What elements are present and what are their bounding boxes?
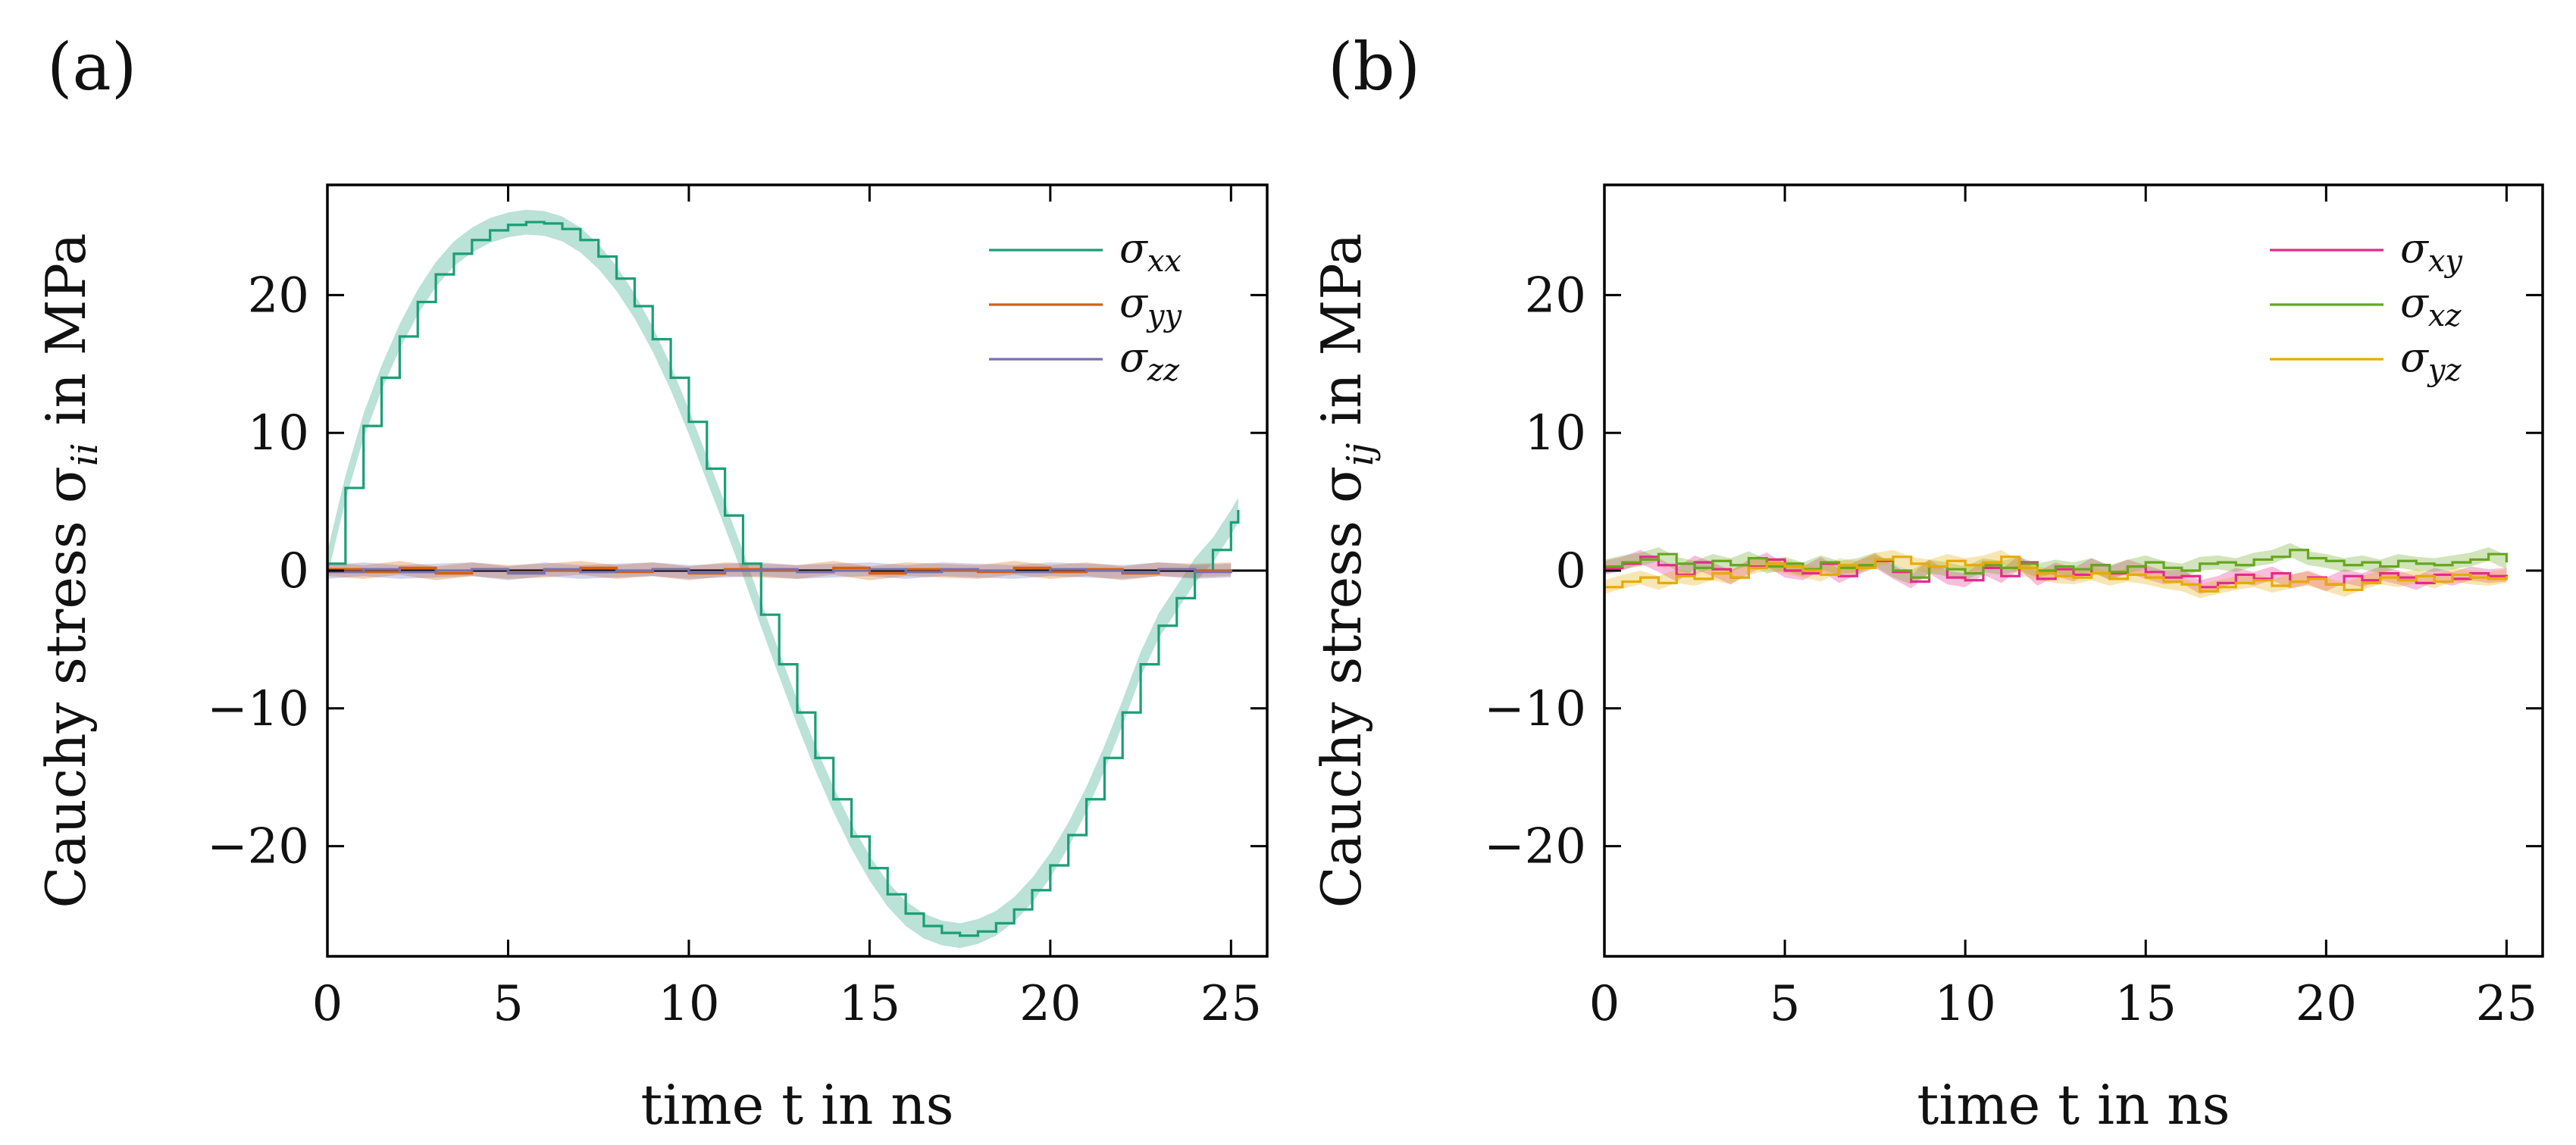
x-tick-label: 15 [839,976,900,1032]
y-tick-labels: −20 −10 0 10 20 [207,267,309,874]
series-line-yz [1604,555,2508,593]
series-lines [327,221,1240,937]
y-axis-label: Cauchy stress σij in MPa [1310,233,1382,909]
ylabel-main: Cauchy stress σ [1310,466,1373,909]
band-xz [1604,543,2507,585]
ylabel-subscript: ij [1339,443,1382,466]
panel-label-b: (b) [1328,30,1420,105]
ylabel-unit: in MPa [1310,233,1373,443]
x-tick-label: 0 [312,976,343,1032]
x-tick-label: 10 [1934,976,1995,1032]
ticks [1603,185,2543,956]
y-tick-label: 10 [1525,405,1586,461]
panel-label-a: (a) [47,30,136,105]
y-axis-label: Cauchy stress σii in MPa [34,233,106,908]
y-tick-label: 0 [278,543,309,599]
x-tick-label: 0 [1589,976,1620,1032]
confidence-bands [327,209,1238,949]
x-axis-label: time t in ns [1917,1073,2230,1137]
x-axis-label: time t in ns [640,1073,953,1137]
x-tick-labels: 0 5 10 15 20 25 [312,976,1262,1032]
y-tick-label: −10 [207,681,309,737]
y-tick-label: −10 [1484,681,1586,737]
y-tick-label: −20 [207,819,309,875]
x-tick-label: 25 [1200,976,1262,1032]
legend-label-yz: σyz [2400,333,2462,388]
ylabel-subscript: ii [64,443,106,466]
x-tick-label: 5 [493,976,524,1032]
ticks [326,185,1267,956]
series-line-xx [327,221,1240,937]
x-tick-label: 20 [1019,976,1081,1032]
y-tick-labels: −20 −10 0 10 20 [1484,267,1586,874]
legend-label-xx: σxx [1119,224,1182,279]
ylabel-main: Cauchy stress σ [34,466,98,909]
x-tick-label: 5 [1770,976,1801,1032]
series-line-xz [1604,549,2508,579]
y-tick-label: 20 [1525,267,1586,324]
y-tick-label: −20 [1484,819,1586,875]
y-tick-label: 0 [1555,543,1586,599]
legend-label-yy: σyy [1119,279,1182,333]
series-line-zz [327,568,1232,575]
x-tick-label: 20 [2296,976,2357,1032]
y-tick-label: 20 [248,267,309,324]
x-tick-labels: 0 5 10 15 20 25 [1589,976,2537,1032]
series-lines [1604,549,2508,593]
legend-label-zz: σzz [1119,333,1180,388]
x-tick-label: 25 [2476,976,2537,1032]
legend-label-xz: σxz [2400,279,2462,333]
band-xx [327,209,1238,949]
y-tick-label: 10 [248,405,309,461]
legend-label-xy: σxy [2400,224,2463,279]
x-tick-label: 15 [2115,976,2177,1032]
x-tick-label: 10 [658,976,719,1032]
ylabel-unit: in MPa [34,233,98,443]
